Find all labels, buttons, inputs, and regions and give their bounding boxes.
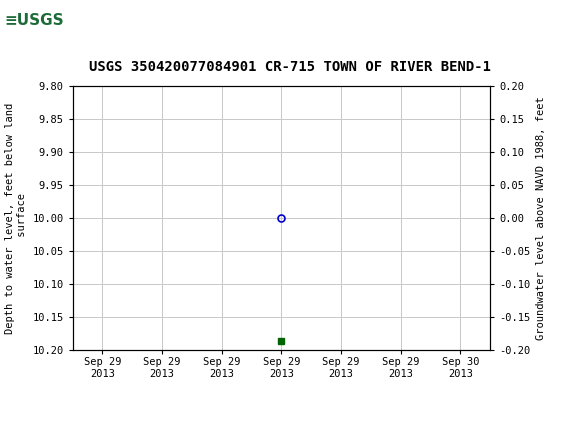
Text: USGS 350420077084901 CR-715 TOWN OF RIVER BEND-1: USGS 350420077084901 CR-715 TOWN OF RIVE… — [89, 60, 491, 74]
Y-axis label: Groundwater level above NAVD 1988, feet: Groundwater level above NAVD 1988, feet — [536, 96, 546, 340]
Legend: Period of approved data: Period of approved data — [184, 427, 379, 430]
FancyBboxPatch shape — [3, 3, 70, 37]
Y-axis label: Depth to water level, feet below land
 surface: Depth to water level, feet below land su… — [5, 103, 27, 334]
Text: ≡USGS: ≡USGS — [4, 13, 64, 28]
